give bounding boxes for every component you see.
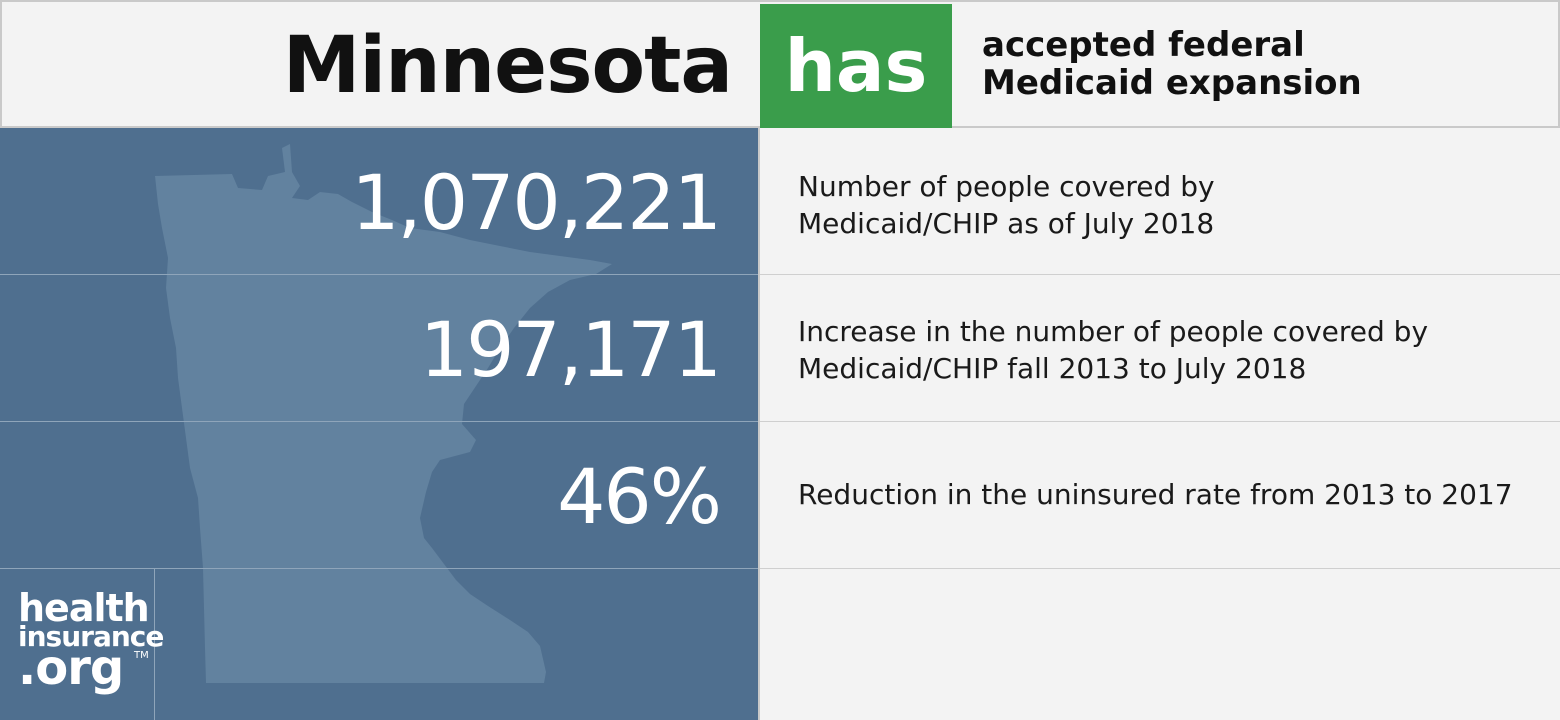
desc-line: Increase in the number of people covered… (798, 315, 1429, 348)
stat-description-uninsured-reduction: Reduction in the uninsured rate from 201… (798, 476, 1538, 513)
row-divider (760, 274, 1560, 275)
status-line-1: accepted federal (982, 25, 1305, 65)
logo-text-health: health (18, 586, 150, 630)
logo-text-org: .org (18, 640, 124, 696)
desc-line: Medicaid/CHIP fall 2013 to July 2018 (798, 352, 1307, 385)
row-divider (0, 421, 758, 422)
logo-trademark: TM (134, 650, 149, 661)
row-divider (760, 568, 1560, 569)
row-divider (0, 568, 758, 569)
stat-description-coverage: Number of people covered by Medicaid/CHI… (798, 168, 1538, 242)
stat-value-increase: 197,171 (419, 305, 722, 394)
desc-line: Number of people covered by (798, 170, 1215, 203)
header-row: Minnesota has accepted federal Medicaid … (0, 0, 1560, 128)
expansion-status-text: accepted federal Medicaid expansion (982, 26, 1542, 102)
desc-line: Medicaid/CHIP as of July 2018 (798, 207, 1215, 240)
healthinsurance-org-logo: health insurance .org TM (0, 568, 164, 720)
row-divider (760, 421, 1560, 422)
stat-value-coverage: 1,070,221 (351, 158, 722, 247)
status-line-2: Medicaid expansion (982, 63, 1362, 103)
stat-description-increase: Increase in the number of people covered… (798, 313, 1538, 387)
minnesota-map-silhouette (155, 144, 612, 683)
stats-values-panel: 1,070,221 197,171 46% health insurance .… (0, 128, 758, 720)
stat-value-uninsured-reduction: 46% (557, 452, 722, 541)
state-name: Minnesota (282, 21, 733, 111)
row-divider (0, 274, 758, 275)
stats-descriptions-panel: Number of people covered by Medicaid/CHI… (758, 128, 1560, 720)
logo-text-insurance: insurance (18, 620, 164, 653)
desc-line: Reduction in the uninsured rate from 201… (798, 478, 1513, 511)
status-badge: has (760, 4, 952, 128)
